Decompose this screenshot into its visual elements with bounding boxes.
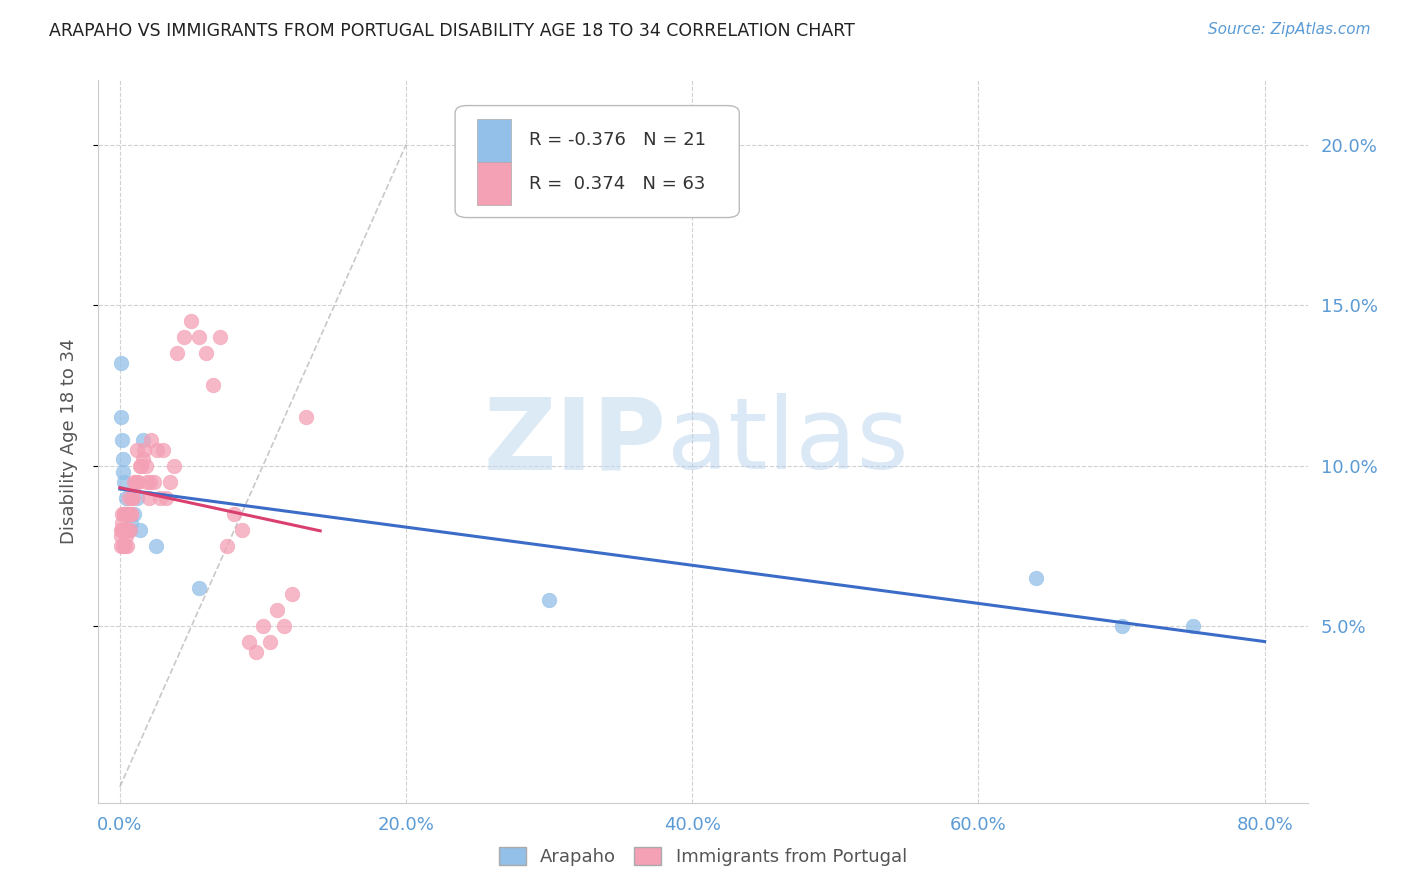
Text: R = -0.376   N = 21: R = -0.376 N = 21 [529,131,706,149]
Point [117,523,139,537]
Point [110,529,132,543]
Point [112,507,135,521]
Point [138,491,160,505]
Point [110,539,132,553]
Point [1182,619,1205,633]
Point [166,346,188,360]
Point [115,539,138,553]
Point [122,475,145,489]
Point [194,346,217,360]
Point [125,442,148,457]
Point [187,330,209,344]
Point [114,491,136,505]
Point [173,330,195,344]
Point [124,475,146,489]
Point [120,516,142,531]
Point [231,523,253,537]
Point [132,452,155,467]
Point [129,523,152,537]
Point [538,593,561,607]
Point [245,645,267,659]
Bar [477,119,510,162]
Point [125,491,148,505]
Point [146,442,169,457]
Point [224,507,246,521]
Bar [477,162,510,205]
Point [115,507,138,521]
Point [110,356,132,370]
Point [136,475,159,489]
Point [111,539,134,553]
Point [132,433,155,447]
Point [238,635,260,649]
Point [1111,619,1133,633]
Point [131,458,153,473]
Point [152,442,174,457]
Point [145,539,167,553]
Legend: Arapaho, Immigrants from Portugal: Arapaho, Immigrants from Portugal [492,839,914,873]
Point [159,475,181,489]
Point [217,539,239,553]
Point [117,507,139,521]
Point [112,465,135,479]
Point [111,433,134,447]
Point [201,378,224,392]
Point [149,491,172,505]
Point [187,581,209,595]
Point [112,475,135,489]
Text: Source: ZipAtlas.com: Source: ZipAtlas.com [1208,22,1371,37]
Point [120,507,142,521]
Point [110,410,132,425]
Point [143,475,166,489]
Point [155,491,177,505]
Point [127,475,149,489]
Text: ZIP: ZIP [484,393,666,490]
Point [118,523,141,537]
Point [280,587,302,601]
Point [1025,571,1047,585]
Point [111,516,134,531]
Y-axis label: Disability Age 18 to 34: Disability Age 18 to 34 [59,339,77,544]
Point [111,507,134,521]
Point [252,619,274,633]
Point [273,619,295,633]
Point [110,523,132,537]
Point [120,507,142,521]
Text: R =  0.374   N = 63: R = 0.374 N = 63 [529,175,706,193]
Point [121,491,143,505]
Point [118,491,141,505]
Point [180,314,202,328]
Point [112,523,135,537]
Point [114,507,136,521]
Point [209,330,232,344]
Text: ARAPAHO VS IMMIGRANTS FROM PORTUGAL DISABILITY AGE 18 TO 34 CORRELATION CHART: ARAPAHO VS IMMIGRANTS FROM PORTUGAL DISA… [49,22,855,40]
Point [129,458,152,473]
Point [114,529,136,543]
Point [112,523,135,537]
Point [139,475,162,489]
Point [114,507,136,521]
Point [134,442,156,457]
Point [112,523,135,537]
Point [115,507,138,521]
Point [135,458,157,473]
Point [111,452,134,467]
Text: atlas: atlas [666,393,908,490]
Point [110,523,132,537]
Point [141,433,163,447]
Point [122,507,145,521]
Point [121,491,143,505]
Point [117,507,139,521]
Point [266,603,288,617]
Point [114,539,136,553]
FancyBboxPatch shape [456,105,740,218]
Point [118,523,141,537]
Point [295,410,318,425]
Point [259,635,281,649]
Point [163,458,186,473]
